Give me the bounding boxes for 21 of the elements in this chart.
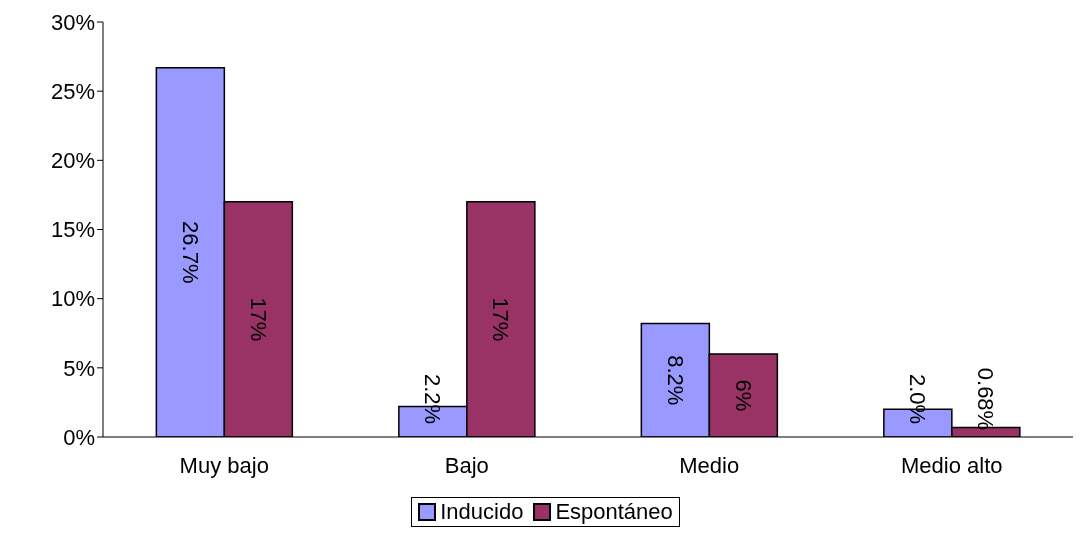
x-tick-label: Medio alto [900,452,1003,478]
y-tick-label: 0% [63,424,95,450]
legend-label: Inducido [439,499,524,525]
data-label: 17% [245,297,271,342]
data-label: 26.7% [177,221,203,284]
data-label: 0.68% [973,367,999,431]
data-label: 2.2% [420,373,446,425]
data-label: 6% [730,379,756,412]
y-tick-label: 5% [63,355,95,381]
y-tick-label: 10% [50,286,95,312]
y-tick-label: 25% [50,78,95,104]
x-tick-label: Bajo [444,452,489,478]
legend-label: Espontáneo [554,499,673,525]
y-tick-label: 15% [50,217,95,243]
data-label: 2.0% [905,373,931,425]
x-tick-label: Medio [679,452,740,478]
data-label: 17% [488,297,514,342]
y-tick-label: 20% [50,148,95,174]
y-tick-label: 30% [50,9,95,35]
x-tick-label: Muy bajo [179,452,269,478]
data-label: 8.2% [662,355,688,406]
